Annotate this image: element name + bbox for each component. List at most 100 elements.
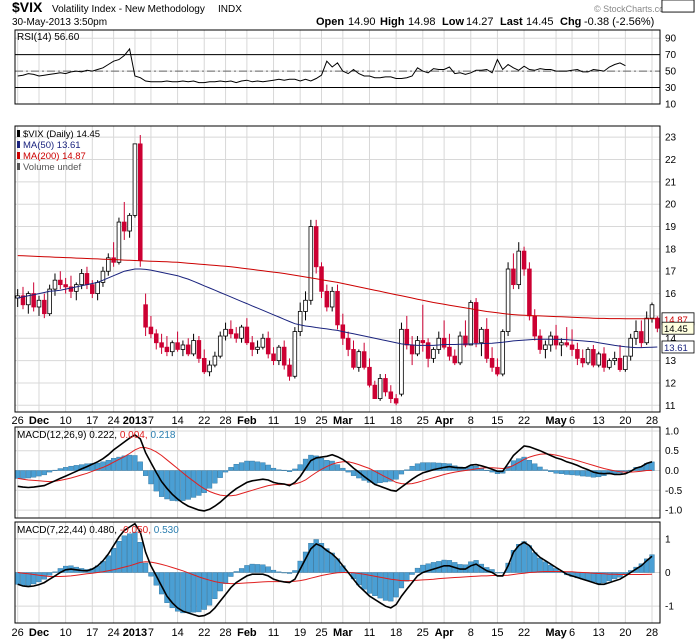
macd1-hist-bar — [196, 470, 202, 496]
price-tick-label: 20 — [665, 200, 677, 211]
x-axis-label-bottom: 11 — [268, 627, 279, 639]
macd2-hist-bar — [366, 572, 373, 594]
candle-body — [591, 349, 596, 366]
macd2-signal-line — [17, 561, 653, 585]
candle-body — [607, 360, 612, 368]
macd1-hist-bar — [52, 469, 58, 471]
macd2-hist-bar — [606, 572, 612, 582]
candle-body — [559, 342, 564, 346]
macd2-hist-bar — [111, 548, 117, 573]
macd1-hist-bar — [404, 469, 410, 471]
macd2-hist-bar — [222, 572, 229, 584]
security-name: Volatility Index - New Methodology — [52, 4, 205, 15]
price-legend-swatch — [17, 130, 20, 137]
quote-datetime: 30-May-2013 3:50pm — [12, 17, 107, 28]
candle-body — [564, 342, 569, 346]
candle-body — [393, 398, 399, 404]
candle-body — [372, 384, 378, 399]
macd1-hist-bar — [143, 470, 149, 476]
macd1-hist-bar — [276, 469, 282, 471]
candle-body — [447, 346, 452, 357]
macd1-hist-bar — [388, 470, 394, 482]
last-value: 14.45 — [526, 16, 554, 28]
candle-body — [217, 335, 223, 357]
macd2-hist-bar — [196, 572, 202, 613]
macd2-hist-bar — [270, 569, 277, 573]
macd2-hist-bar — [254, 564, 261, 573]
macd2-hist-bar — [52, 571, 58, 573]
macd2-hist-bar — [644, 558, 650, 573]
macd1-hist-bar — [526, 460, 532, 471]
macd1-tick-label: -1.0 — [665, 506, 683, 517]
x-axis-label-bottom: May — [545, 627, 567, 639]
candle-body — [15, 295, 20, 299]
candle-body — [489, 357, 495, 368]
macd1-hist-bar — [393, 470, 399, 480]
macd1-hist-bar — [414, 463, 421, 471]
macd2-hist-bar — [612, 572, 618, 580]
macd2-hist-bar — [127, 533, 133, 573]
macd2-hist-bar — [116, 540, 122, 573]
macd2-legend: MACD(7,22,44) 0.480, -0.050, 0.530 — [17, 525, 179, 536]
x-axis-label-bottom: 28 — [646, 627, 658, 639]
macd1-hist-bar — [31, 470, 37, 478]
x-axis-label-bottom: 22 — [198, 627, 210, 639]
candle-body — [511, 268, 516, 286]
x-axis-label-top: 11 — [268, 415, 279, 427]
x-axis-label-bottom: 18 — [390, 627, 402, 639]
price-legend-swatch — [17, 163, 20, 170]
ma50-line — [17, 268, 658, 349]
candle-body — [516, 250, 522, 286]
macd1-hist-bar — [169, 470, 175, 501]
price-frame — [14, 125, 661, 413]
candle-body — [143, 304, 148, 328]
macd1-hist-bar — [425, 462, 431, 471]
candle-body — [308, 226, 314, 301]
macd2-hist-bar — [292, 570, 298, 573]
macd1-hist-bar — [350, 470, 357, 476]
candle-body — [473, 302, 479, 344]
rsi-tick-label: 10 — [665, 100, 677, 111]
open-value: 14.90 — [348, 16, 376, 28]
rsi-tick-label: 70 — [665, 50, 677, 61]
candle-body — [207, 364, 212, 373]
candle-body — [74, 284, 79, 292]
macd2-hist-bar — [308, 543, 314, 573]
candle-body — [260, 337, 266, 348]
macd1-hist-bar — [281, 469, 287, 471]
x-axis-label-top: Mar — [333, 415, 353, 427]
candle-body — [420, 340, 426, 344]
macd2-hist-bar — [201, 572, 207, 610]
candle-body — [431, 349, 436, 359]
macd1-hist-bar — [15, 470, 21, 479]
macd1-legend-part: 0.218 — [150, 430, 175, 441]
candle-body — [361, 351, 367, 368]
candle-body — [452, 355, 458, 364]
macd1-hist-bar — [340, 467, 346, 471]
macd2-hist-bar — [217, 572, 223, 592]
candle-body — [404, 328, 410, 346]
macd2-signal-last-tag — [661, 0, 695, 13]
macd2-hist-bar — [212, 572, 218, 599]
x-axis-label-top: 28 — [219, 415, 231, 427]
candle-body — [265, 337, 271, 355]
macd1-hist-bar — [569, 470, 575, 476]
macd2-hist-bar — [414, 567, 421, 573]
candle-body — [313, 226, 319, 268]
macd2-hist-bar — [249, 563, 255, 573]
macd1-hist-bar — [420, 462, 426, 471]
candle-body — [543, 344, 548, 350]
macd1-hist-bar — [153, 470, 159, 492]
price-legend-swatch — [17, 152, 20, 159]
candle-body — [367, 366, 372, 386]
macd2-hist-bar — [649, 554, 655, 573]
macd1-hist-bar — [25, 470, 31, 479]
ma200-line — [17, 255, 658, 320]
price-tick-label: 13 — [665, 356, 677, 367]
macd2-hist-bar — [265, 566, 271, 573]
macd1-hist-bar — [201, 470, 207, 493]
macd1-hist-bar — [532, 463, 538, 471]
x-axis-label-bottom: 6 — [569, 627, 575, 639]
x-axis-label-bottom: 13 — [593, 627, 605, 639]
